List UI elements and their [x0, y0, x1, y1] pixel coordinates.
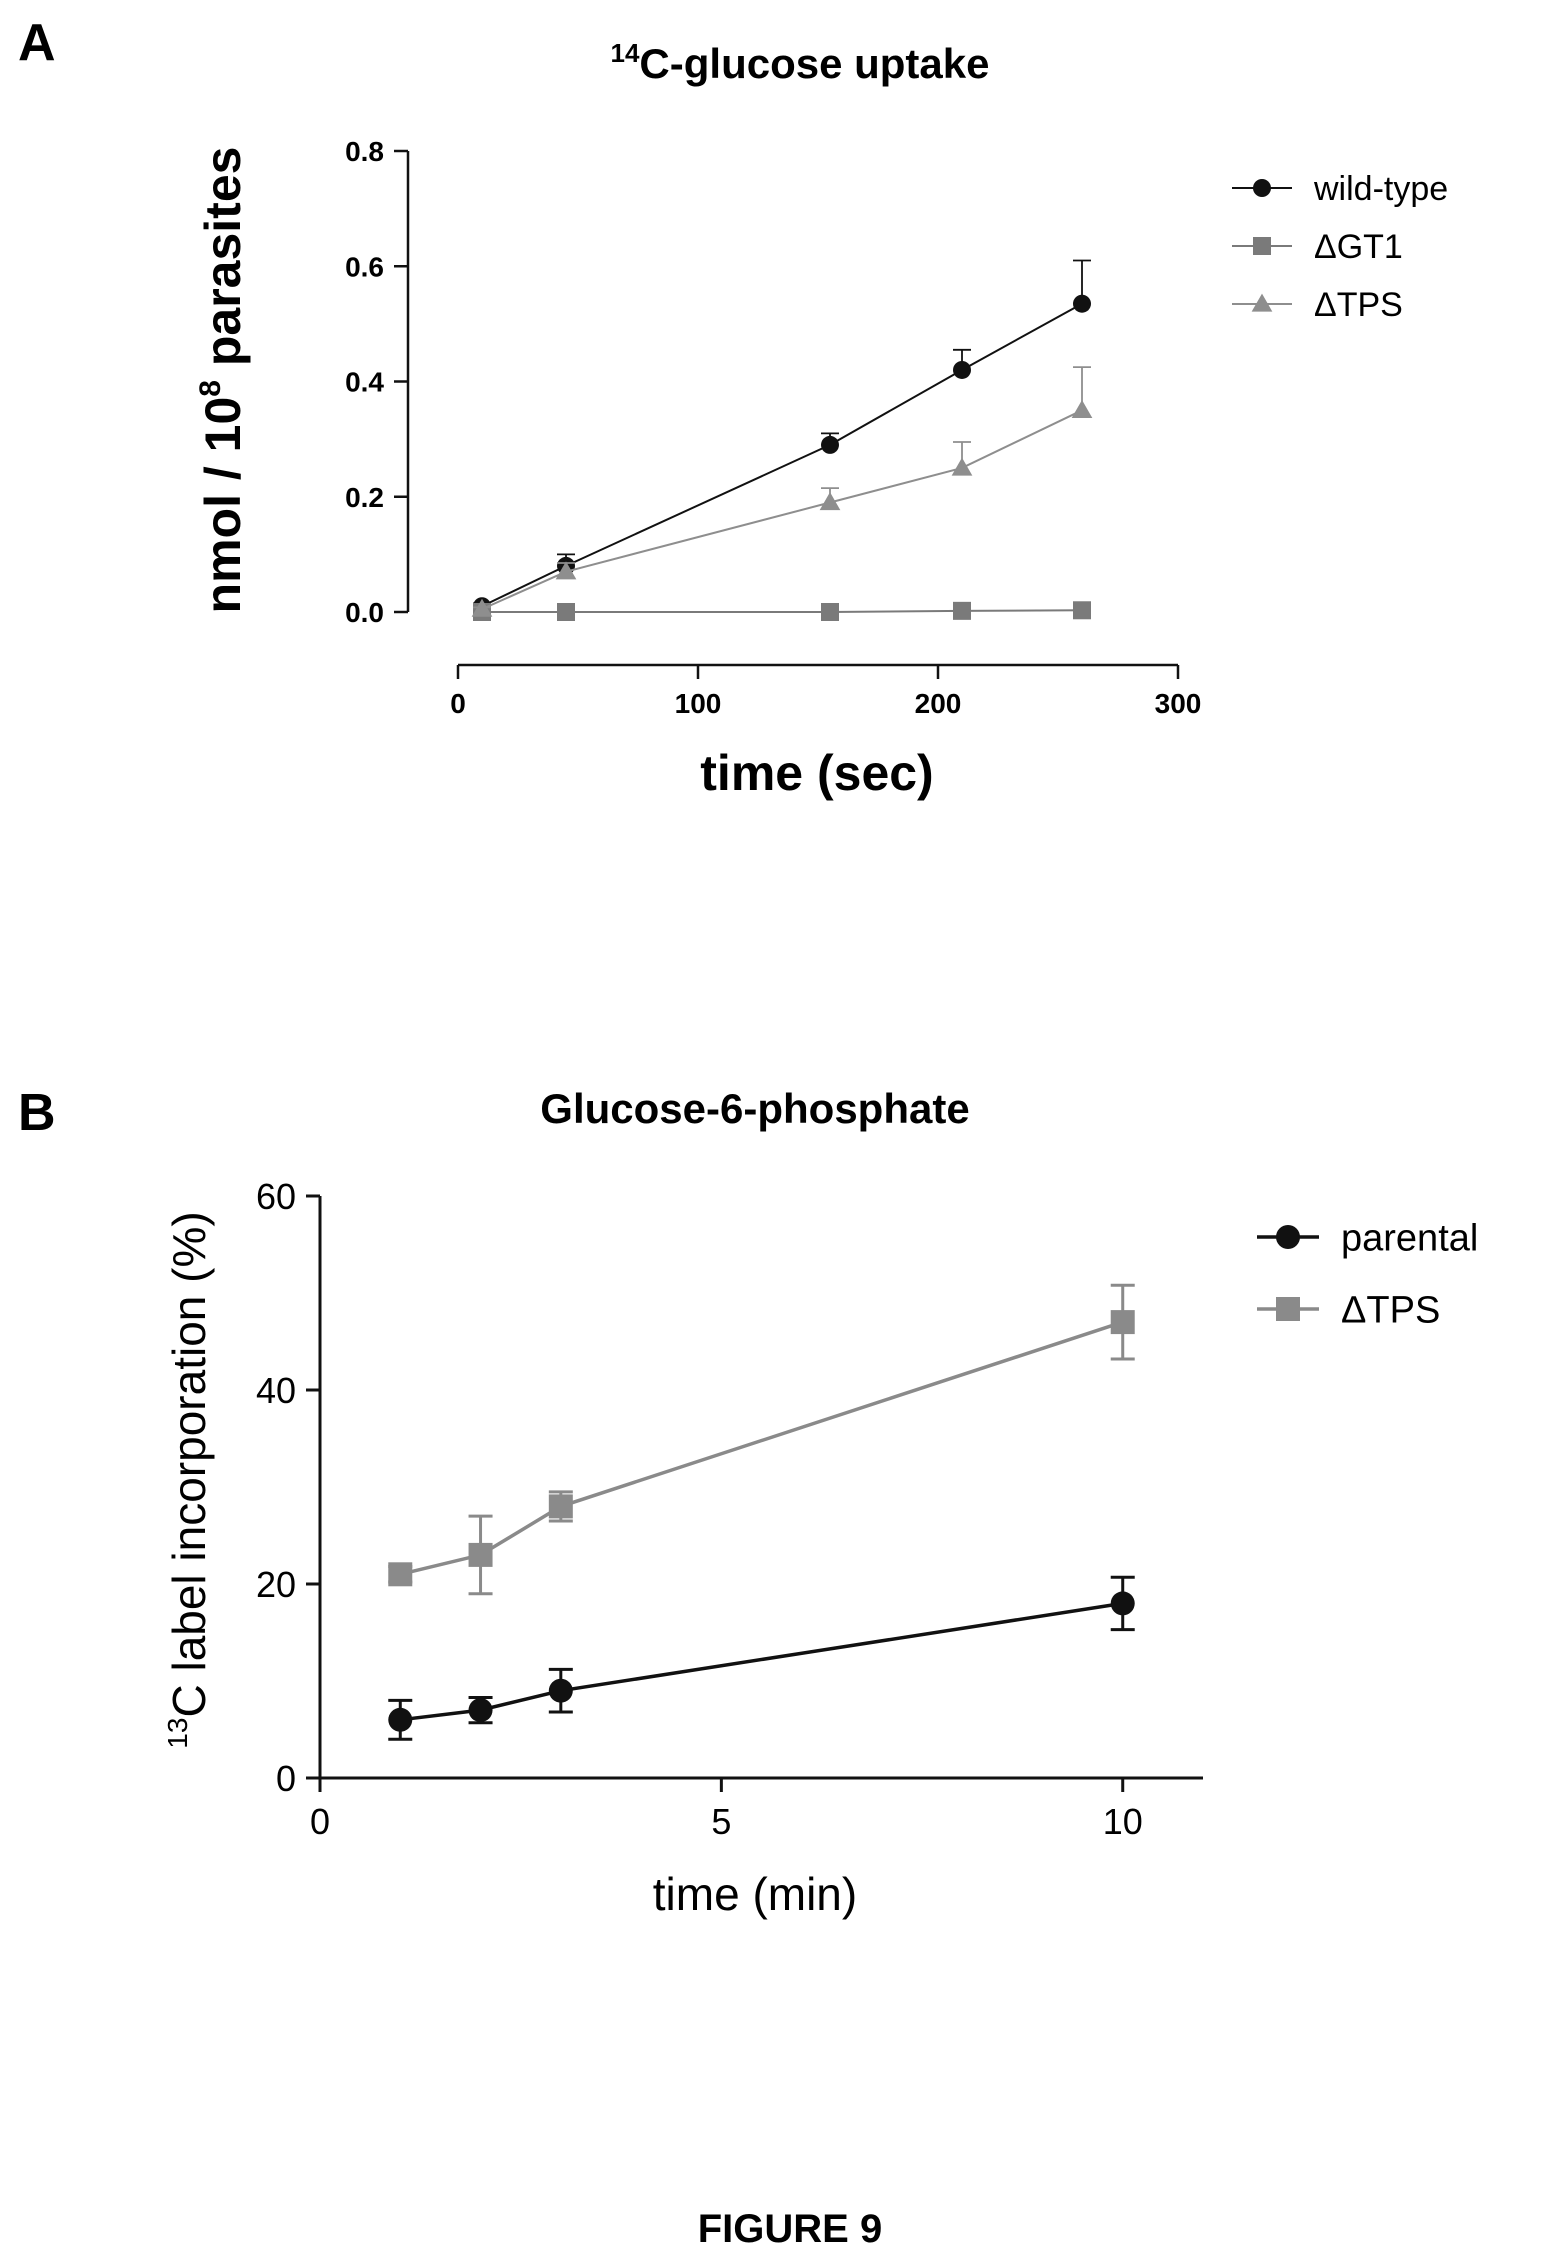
panel-a-x-axis-title: time (sec) — [700, 745, 933, 801]
panel-b-letter: B — [18, 1084, 56, 1142]
panel-a-axes: 0.0 0.2 0.4 0.6 0.8 0 100 200 300 — [345, 136, 1201, 719]
series-2 — [471, 366, 1093, 617]
data-point — [388, 1562, 413, 1587]
data-point — [821, 603, 839, 621]
y-tick-label: 0.0 — [345, 597, 384, 628]
legend-label: parental — [1341, 1218, 1478, 1260]
data-point — [1071, 399, 1093, 418]
x-tick-label: 10 — [1103, 1801, 1143, 1842]
panel-b-data-marks — [388, 1283, 1135, 1741]
data-point — [468, 1542, 493, 1567]
y-tick-label: 0.2 — [345, 482, 384, 513]
panel-b-axes: 0 20 40 60 0 5 10 — [256, 1176, 1203, 1842]
data-point — [555, 561, 577, 580]
x-tick-label: 5 — [711, 1801, 731, 1842]
panel-b-x-axis-title: time (min) — [653, 1868, 857, 1920]
data-point — [1110, 1310, 1135, 1335]
panel-b-chart: B Glucose-6-phosphate 0 20 40 60 0 5 10 13C la… — [18, 1084, 1478, 1920]
figure-caption: FIGURE 9 — [698, 2207, 882, 2251]
panel-a-y-axis-title: nmol / 108 parasites — [194, 147, 251, 614]
data-point — [1110, 1591, 1135, 1616]
data-point — [548, 1678, 573, 1703]
data-point — [557, 603, 575, 621]
panel-a-data-marks — [471, 259, 1093, 621]
legend-marker — [1251, 293, 1273, 312]
legend-label: ΔTPS — [1314, 286, 1403, 324]
series-1 — [473, 601, 1091, 621]
data-point — [548, 1494, 573, 1519]
series-0 — [388, 1575, 1135, 1741]
series-1 — [388, 1283, 1135, 1596]
data-point — [951, 457, 973, 476]
legend-label: ΔTPS — [1341, 1290, 1440, 1332]
legend-label: wild-type — [1313, 170, 1448, 208]
x-tick-label: 0 — [310, 1801, 330, 1842]
data-point — [953, 601, 971, 620]
y-tick-label: 40 — [256, 1370, 296, 1411]
data-point — [953, 360, 971, 379]
x-tick-label: 100 — [675, 688, 722, 719]
data-point — [819, 492, 841, 511]
y-tick-label: 20 — [256, 1564, 296, 1605]
panel-a-letter: A — [18, 14, 56, 72]
panel-b-legend: parental ΔTPS — [1257, 1218, 1478, 1332]
data-point — [468, 1698, 493, 1723]
data-point — [821, 435, 839, 454]
y-tick-label: 0.8 — [345, 136, 384, 167]
legend-marker — [1276, 1225, 1300, 1249]
panel-b-title: Glucose-6-phosphate — [540, 1085, 969, 1132]
panel-a-legend: wild-type ΔGT1 ΔTPS — [1232, 170, 1448, 324]
y-tick-label: 0.6 — [345, 251, 384, 282]
x-tick-label: 200 — [915, 688, 962, 719]
data-point — [388, 1707, 413, 1732]
legend-label: ΔGT1 — [1314, 228, 1403, 266]
y-tick-label: 0.4 — [345, 367, 384, 398]
legend-marker — [1253, 179, 1271, 197]
data-point — [471, 598, 493, 617]
panel-a-title: 14C-glucose uptake — [611, 38, 990, 87]
y-tick-label: 0 — [276, 1758, 296, 1799]
x-tick-label: 300 — [1155, 688, 1202, 719]
x-tick-label: 0 — [450, 688, 466, 719]
panel-a-chart: A 14C-glucose uptake 0.0 0.2 0.4 0.6 0.8 0 100… — [18, 14, 1448, 801]
panel-b-y-axis-title: 13C label incorporation (%) — [162, 1211, 215, 1748]
series-line — [399, 1320, 1124, 1577]
y-tick-label: 60 — [256, 1176, 296, 1217]
legend-marker — [1253, 237, 1271, 255]
series-line — [400, 1601, 1123, 1722]
data-point — [1073, 601, 1091, 620]
data-point — [1073, 294, 1091, 313]
legend-marker — [1276, 1297, 1300, 1321]
